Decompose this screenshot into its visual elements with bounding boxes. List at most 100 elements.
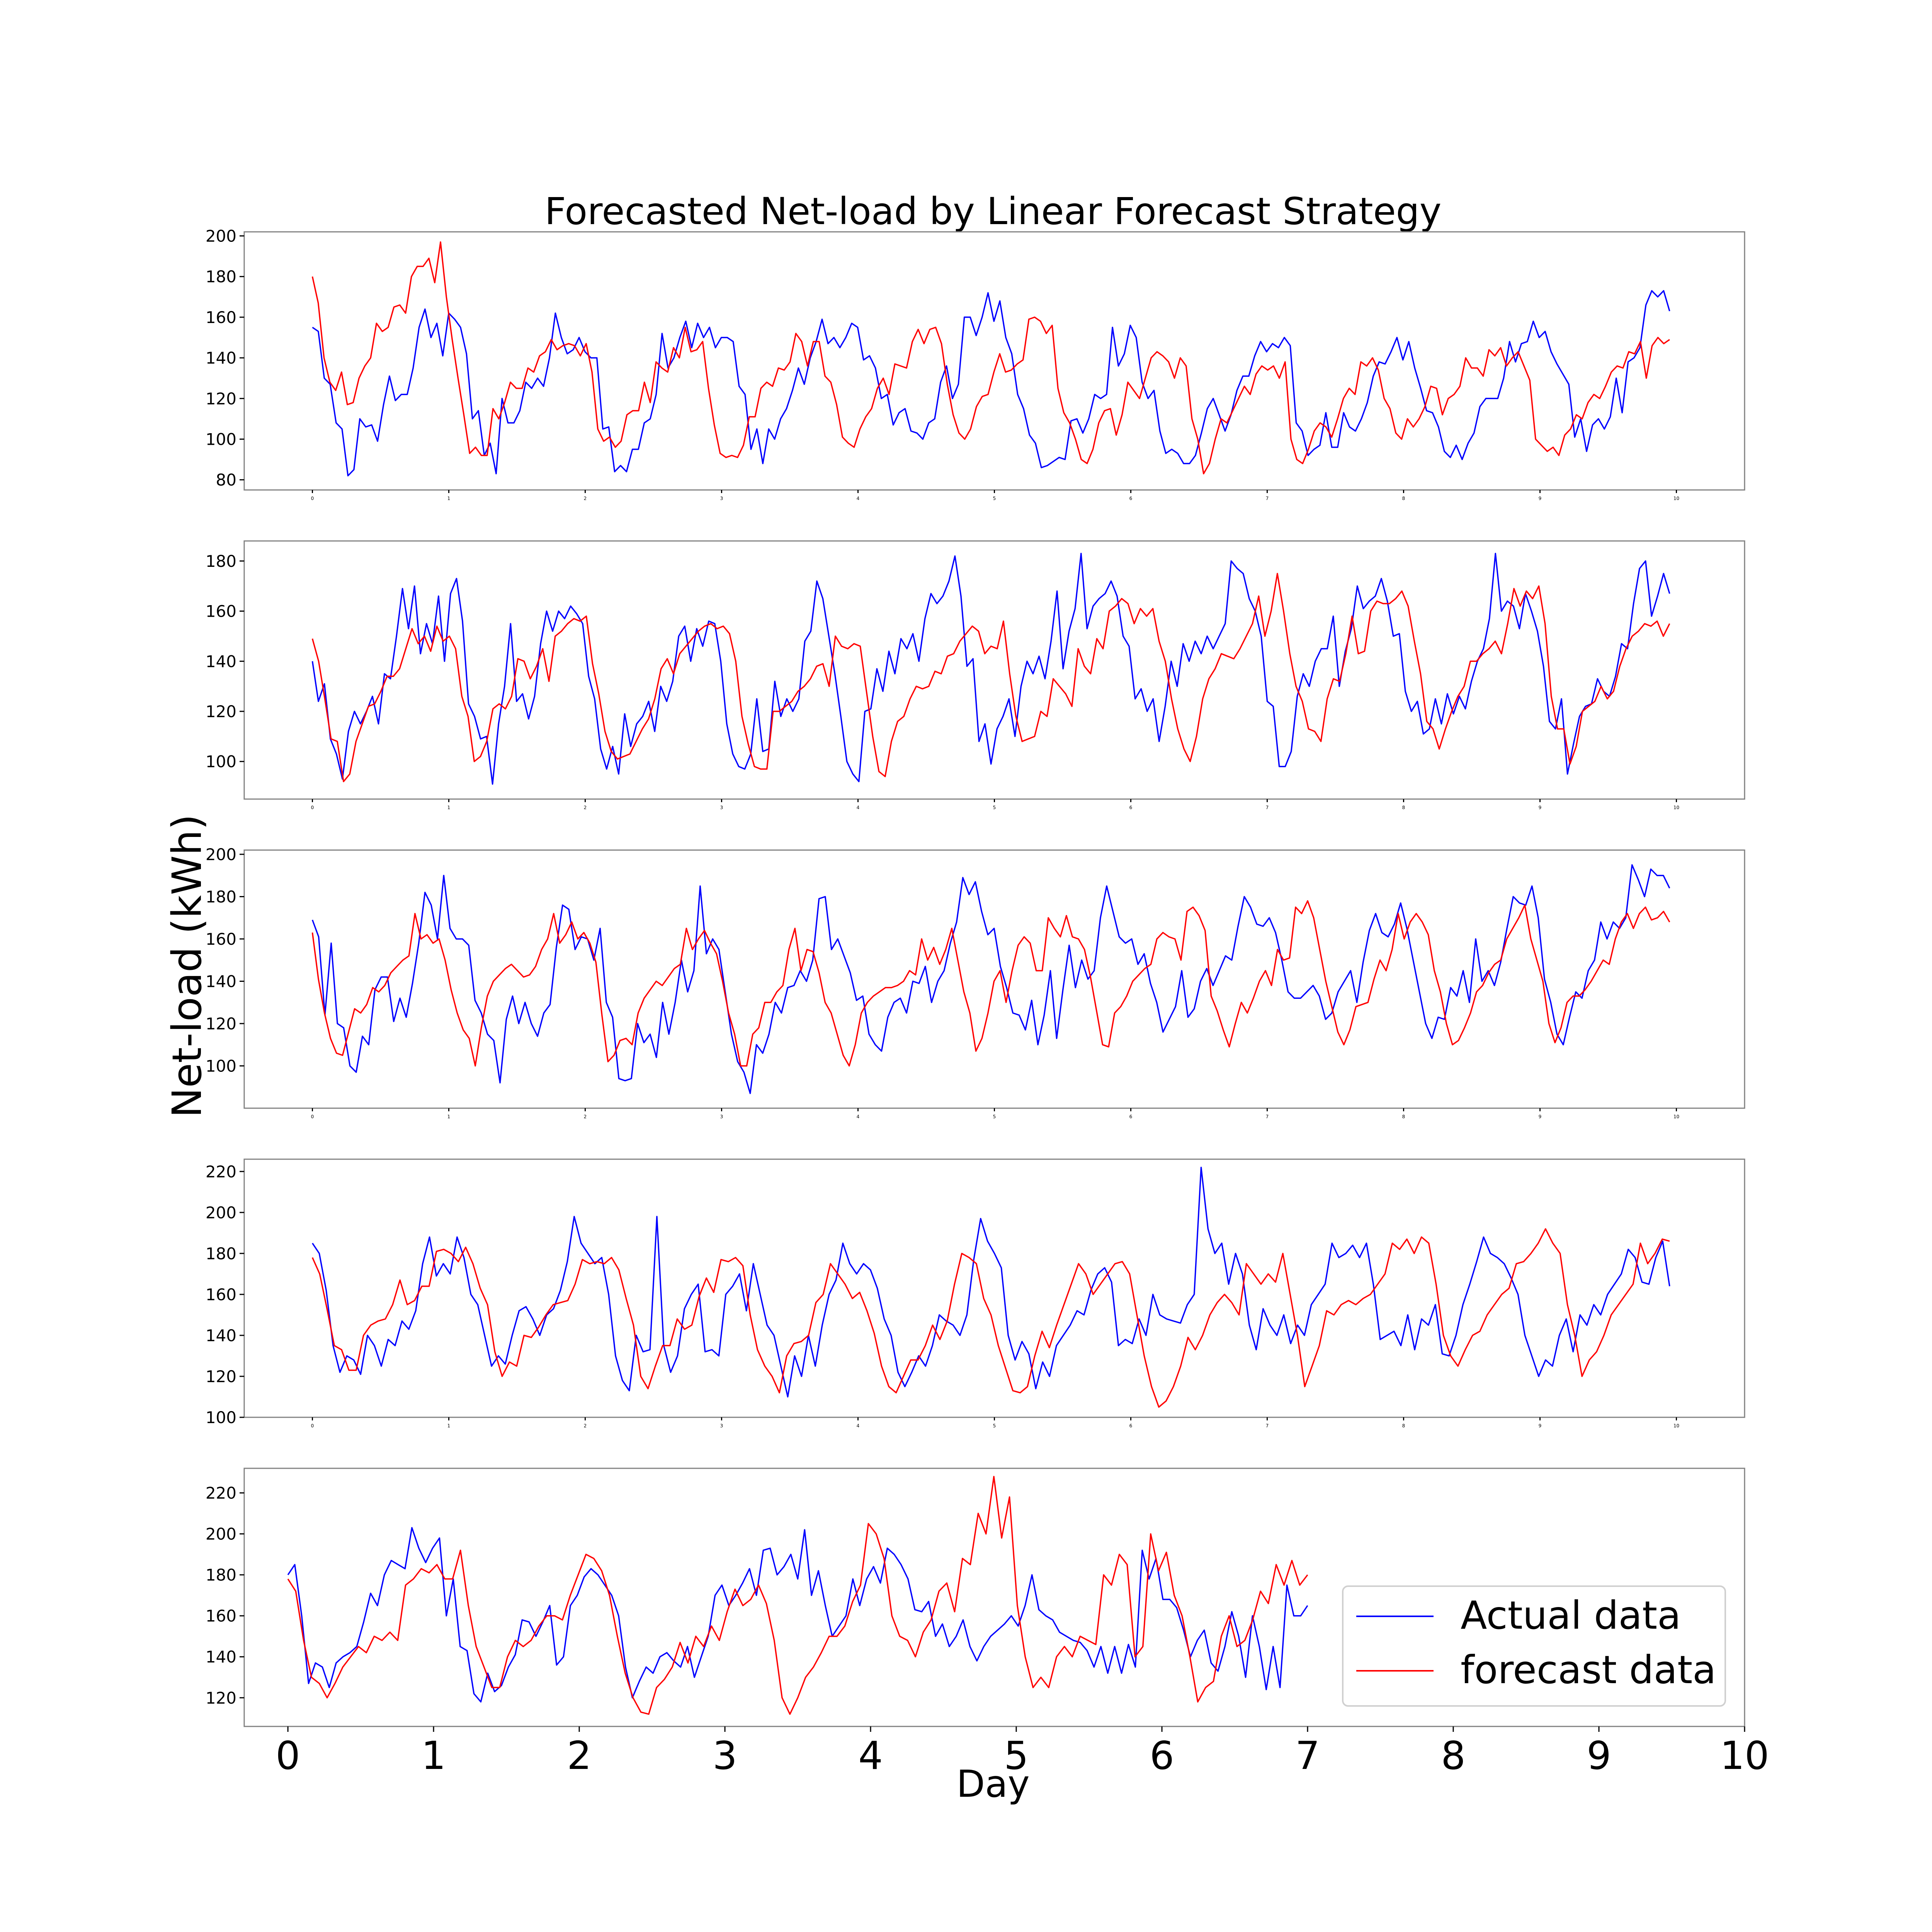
x-tick-label: 5 xyxy=(993,1423,996,1429)
y-tick-label: 100 xyxy=(206,430,236,449)
legend-forecast-label: forecast data xyxy=(1461,1647,1716,1692)
y-tick-label: 200 xyxy=(206,845,236,864)
x-tick-label: 8 xyxy=(1402,496,1405,501)
x-tick-label: 4 xyxy=(857,496,860,501)
panel-5-frame xyxy=(243,1468,1745,1727)
y-tick-label: 220 xyxy=(206,1484,236,1503)
y-tick-label: 180 xyxy=(206,1566,236,1585)
y-tick-label: 180 xyxy=(206,1244,236,1263)
x-tick-label: 6 xyxy=(1129,496,1133,501)
x-tick-label: 3 xyxy=(713,1733,737,1778)
y-tick-label: 120 xyxy=(206,702,236,721)
forecast-series-line xyxy=(287,1476,1308,1715)
x-tick-label: 1 xyxy=(447,805,451,810)
y-tick-label: 140 xyxy=(206,1326,236,1345)
x-tick-label: 7 xyxy=(1266,805,1269,810)
x-tick-label: 10 xyxy=(1673,1423,1679,1429)
x-tick-label: 10 xyxy=(1673,805,1679,810)
forecast-series-line xyxy=(311,241,1670,474)
y-axis-label: Net-load (kWh) xyxy=(163,814,211,1118)
y-tick-label: 80 xyxy=(216,471,236,490)
y-tick-label: 120 xyxy=(206,1367,236,1386)
x-tick-label: 0 xyxy=(311,496,314,501)
x-tick-label: 0 xyxy=(311,1114,314,1119)
x-tick-label: 7 xyxy=(1266,1114,1269,1119)
x-tick-label: 9 xyxy=(1539,1423,1542,1429)
x-tick-label: 0 xyxy=(311,1423,314,1429)
x-tick-label: 5 xyxy=(993,496,996,501)
y-tick-label: 180 xyxy=(206,552,236,571)
actual-series-line xyxy=(287,1527,1308,1703)
x-tick-label: 8 xyxy=(1441,1733,1466,1778)
actual-series-line xyxy=(311,864,1670,1094)
forecast-series-line xyxy=(311,1228,1670,1408)
x-tick-label: 8 xyxy=(1402,805,1405,810)
y-tick-label: 120 xyxy=(206,1689,236,1708)
panel-3: 100 120 140 160 180 200 0 1 2 3 4 5 6 7 8 9 10 xyxy=(206,845,1745,1119)
y-tick-label: 180 xyxy=(206,267,236,286)
y-tick-label: 160 xyxy=(206,308,236,327)
x-tick-label: 5 xyxy=(993,805,996,810)
forecast-series-line xyxy=(311,573,1670,782)
x-tick-label: 3 xyxy=(720,496,723,501)
x-tick-label: 9 xyxy=(1587,1733,1611,1778)
x-tick-label: 2 xyxy=(584,1114,587,1119)
y-tick-label: 200 xyxy=(206,1525,236,1544)
y-tick-label: 160 xyxy=(206,1607,236,1626)
x-tick-label: 6 xyxy=(1129,805,1133,810)
x-tick-label: 4 xyxy=(858,1733,883,1778)
x-tick-label: 8 xyxy=(1402,1423,1405,1429)
y-tick-label: 220 xyxy=(206,1162,236,1181)
x-tick-label: 6 xyxy=(1129,1114,1133,1119)
y-tick-label: 100 xyxy=(206,752,236,771)
x-tick-label: 5 xyxy=(1004,1733,1029,1778)
y-tick-label: 140 xyxy=(206,652,236,671)
panel-4: 100 120 140 160 180 200 220 0 1 2 3 4 5 6 7 8 9 10 xyxy=(206,1158,1745,1429)
y-tick-label: 160 xyxy=(206,930,236,949)
x-tick-label: 1 xyxy=(447,1423,451,1429)
x-tick-label: 2 xyxy=(584,805,587,810)
x-tick-label: 2 xyxy=(584,1423,587,1429)
panel-1: 80 100 120 140 160 180 200 0 1 2 3 4 5 6 7 8 9 10 xyxy=(206,227,1745,501)
x-tick-label: 4 xyxy=(857,1114,860,1119)
y-tick-label: 100 xyxy=(206,1056,236,1075)
x-tick-label: 3 xyxy=(720,1423,723,1429)
x-tick-label: 2 xyxy=(584,496,587,501)
y-tick-label: 140 xyxy=(206,349,236,367)
legend-actual-label: Actual data xyxy=(1461,1593,1681,1638)
x-tick-label: 6 xyxy=(1129,1423,1133,1429)
chart-title: Forecasted Net-load by Linear Forecast S… xyxy=(545,190,1442,233)
panel-5: 120 140 160 180 200 220 0 1 2 3 4 5 6 7 8 9 10 xyxy=(206,1468,1769,1778)
x-tick-label: 7 xyxy=(1295,1733,1320,1778)
x-tick-label: 1 xyxy=(421,1733,446,1778)
y-tick-label: 160 xyxy=(206,1285,236,1304)
x-tick-label: 10 xyxy=(1673,496,1679,501)
y-tick-label: 200 xyxy=(206,1203,236,1222)
x-tick-label: 6 xyxy=(1150,1733,1174,1778)
x-tick-label: 1 xyxy=(447,1114,451,1119)
y-tick-label: 100 xyxy=(206,1408,236,1427)
x-tick-label: 1 xyxy=(447,496,451,501)
x-tick-label: 5 xyxy=(993,1114,996,1119)
x-tick-label: 7 xyxy=(1266,1423,1269,1429)
x-tick-label: 9 xyxy=(1539,1114,1542,1119)
y-tick-label: 140 xyxy=(206,972,236,991)
x-tick-label: 9 xyxy=(1539,496,1542,501)
x-tick-label: 0 xyxy=(276,1733,300,1778)
actual-series-line xyxy=(312,1167,1670,1398)
x-tick-label: 9 xyxy=(1539,805,1542,810)
x-tick-label: 7 xyxy=(1266,496,1269,501)
y-tick-label: 120 xyxy=(206,1014,236,1033)
x-tick-label: 2 xyxy=(567,1733,592,1778)
x-tick-label: 4 xyxy=(857,805,860,810)
x-tick-label: 4 xyxy=(857,1423,860,1429)
y-tick-label: 120 xyxy=(206,389,236,408)
x-tick-label: 3 xyxy=(720,805,723,810)
y-tick-label: 140 xyxy=(206,1648,236,1667)
x-tick-label: 8 xyxy=(1402,1114,1405,1119)
x-tick-label: 3 xyxy=(720,1114,723,1119)
legend-box xyxy=(1342,1585,1726,1707)
forecast-series-line xyxy=(311,900,1670,1067)
